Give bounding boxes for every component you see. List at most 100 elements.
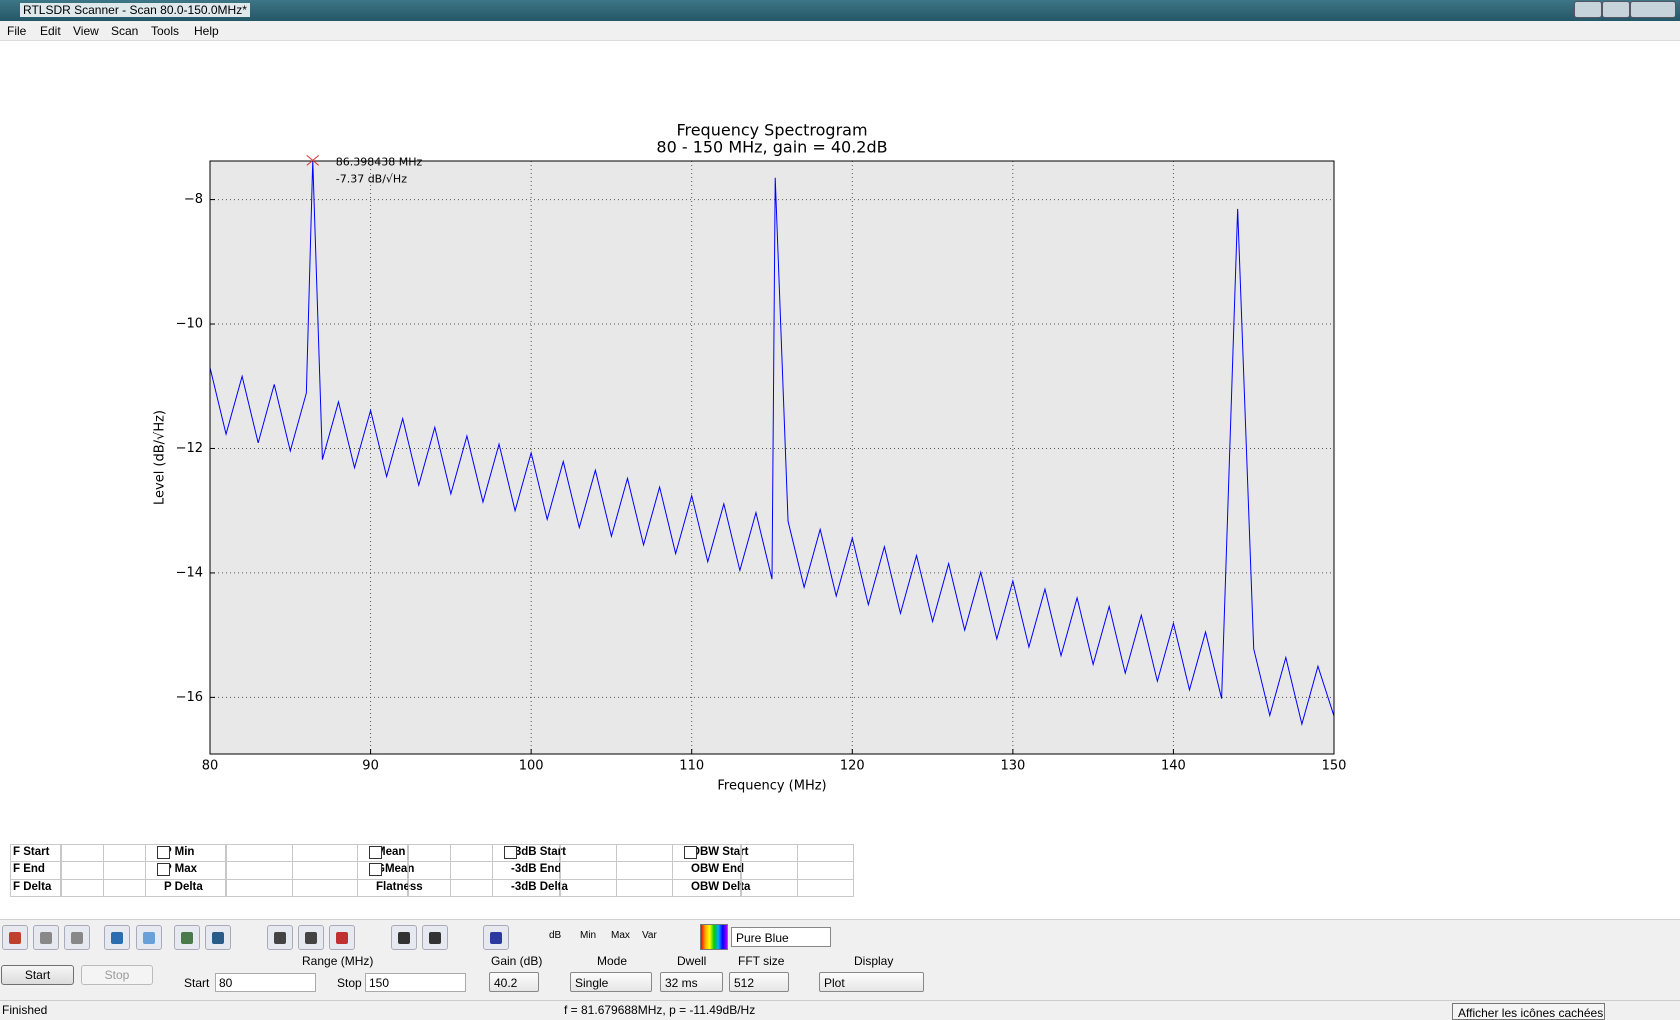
y-tick-label: −10 xyxy=(176,317,203,332)
icon xyxy=(336,932,348,944)
stats-cell xyxy=(103,861,146,880)
colormap-icon[interactable] xyxy=(700,924,728,950)
toolbar-option[interactable]: dB xyxy=(549,930,562,941)
icon xyxy=(212,932,224,944)
menu-item[interactable]: Edit xyxy=(40,24,61,38)
start-input[interactable]: 80 xyxy=(215,973,316,992)
stats-cell xyxy=(103,844,146,862)
toolbar-option[interactable]: Max xyxy=(611,930,630,941)
toolbar-option[interactable]: Min xyxy=(580,930,597,941)
toolbar-button[interactable] xyxy=(298,925,324,950)
stats-cell xyxy=(408,879,451,897)
menu-item[interactable]: View xyxy=(73,24,99,38)
peak-annotation: -7.37 dB/√Hz xyxy=(336,172,407,185)
cursor-readout: f = 81.679688MHz, p = -11.49dB/Hz xyxy=(564,1003,756,1017)
display-select[interactable]: Plot xyxy=(819,972,924,992)
peak-marker xyxy=(306,154,320,166)
stop-label: Stop xyxy=(337,976,362,990)
stats-cell xyxy=(450,861,493,880)
stats-cell xyxy=(560,844,617,862)
toolbar-button[interactable] xyxy=(329,925,355,950)
gain-label: Gain (dB) xyxy=(491,954,543,968)
mode-select[interactable]: Single xyxy=(570,972,652,992)
toolbar-button[interactable] xyxy=(33,925,59,950)
stats-cell xyxy=(560,879,617,897)
checkbox[interactable] xyxy=(157,863,170,876)
toolbar-button[interactable] xyxy=(104,925,130,950)
menu-item[interactable]: Help xyxy=(194,24,219,38)
dwell-select[interactable]: 32 ms xyxy=(660,972,723,992)
stats-cell xyxy=(797,879,854,897)
icon xyxy=(40,932,52,944)
menu-item[interactable]: Scan xyxy=(111,24,139,38)
x-tick-label: 90 xyxy=(362,759,379,774)
stats-label: Mean xyxy=(357,844,408,862)
stats-cell xyxy=(61,844,104,862)
x-tick-label: 120 xyxy=(840,759,865,774)
checkbox[interactable] xyxy=(504,846,517,859)
icon xyxy=(71,932,83,944)
spectrum-line xyxy=(209,160,1335,727)
x-tick-label: 80 xyxy=(202,759,219,774)
toolbar-button[interactable] xyxy=(174,925,200,950)
dwell-label: Dwell xyxy=(677,954,707,968)
stats-cell xyxy=(291,861,358,880)
stats-cell xyxy=(797,844,854,862)
icon xyxy=(398,932,410,944)
peak-annotation: 86.398438 MHz xyxy=(336,155,423,168)
menu-item[interactable]: Tools xyxy=(151,24,180,38)
toolbar-button[interactable] xyxy=(483,925,509,950)
toolbar-button[interactable] xyxy=(136,925,162,950)
stats-label: GMean xyxy=(357,861,414,880)
toolbar-option[interactable]: Var xyxy=(642,930,657,941)
stats-label: P Delta xyxy=(145,879,226,897)
stats-cell xyxy=(291,879,358,897)
stats-cell xyxy=(616,844,673,862)
stats-label: F End xyxy=(10,861,61,880)
close-button[interactable] xyxy=(1630,1,1676,18)
toolbar-button[interactable] xyxy=(267,925,293,950)
icon xyxy=(274,932,286,944)
stats-cell xyxy=(226,861,293,880)
stats-cell xyxy=(741,844,798,862)
stop-button[interactable]: Stop xyxy=(81,965,153,985)
icon xyxy=(429,932,441,944)
checkbox[interactable] xyxy=(157,846,170,859)
y-tick-label: −14 xyxy=(176,565,203,580)
colormap-select[interactable]: Pure Blue xyxy=(731,927,831,947)
stop-input[interactable]: 150 xyxy=(365,973,466,992)
stats-label: F Delta xyxy=(10,879,61,897)
window-title: RTLSDR Scanner - Scan 80.0-150.0MHz* xyxy=(20,3,250,17)
stats-cell xyxy=(61,879,104,897)
plot-area xyxy=(210,161,1334,754)
menu-item[interactable]: File xyxy=(7,24,27,38)
icon xyxy=(111,932,123,944)
toolbar-button[interactable] xyxy=(422,925,448,950)
icon xyxy=(9,932,21,944)
minimize-button[interactable] xyxy=(1574,1,1602,18)
toolbar-button[interactable] xyxy=(64,925,90,950)
maximize-button[interactable] xyxy=(1602,1,1630,18)
icon xyxy=(490,932,502,944)
gain-select[interactable]: 40.2 xyxy=(489,972,539,992)
y-tick-label: −12 xyxy=(176,441,203,456)
checkbox[interactable] xyxy=(369,863,382,876)
y-tick-label: −16 xyxy=(176,690,203,705)
checkbox[interactable] xyxy=(369,846,382,859)
tray-tooltip[interactable]: Afficher les icônes cachées xyxy=(1452,1003,1605,1020)
fft-select[interactable]: 512 xyxy=(729,972,789,992)
start-button[interactable]: Start xyxy=(1,965,74,985)
x-tick-label: 140 xyxy=(1161,759,1186,774)
toolbar-button[interactable] xyxy=(205,925,231,950)
x-tick-label: 110 xyxy=(679,759,704,774)
stats-label: Flatness xyxy=(357,879,423,897)
stats-label: -3dB End xyxy=(492,861,561,880)
toolbar-button[interactable] xyxy=(391,925,417,950)
toolbar-button[interactable] xyxy=(2,925,28,950)
checkbox[interactable] xyxy=(684,846,697,859)
stats-cell xyxy=(408,861,451,880)
x-tick-label: 150 xyxy=(1322,759,1347,774)
status-text: Finished xyxy=(2,1003,48,1017)
